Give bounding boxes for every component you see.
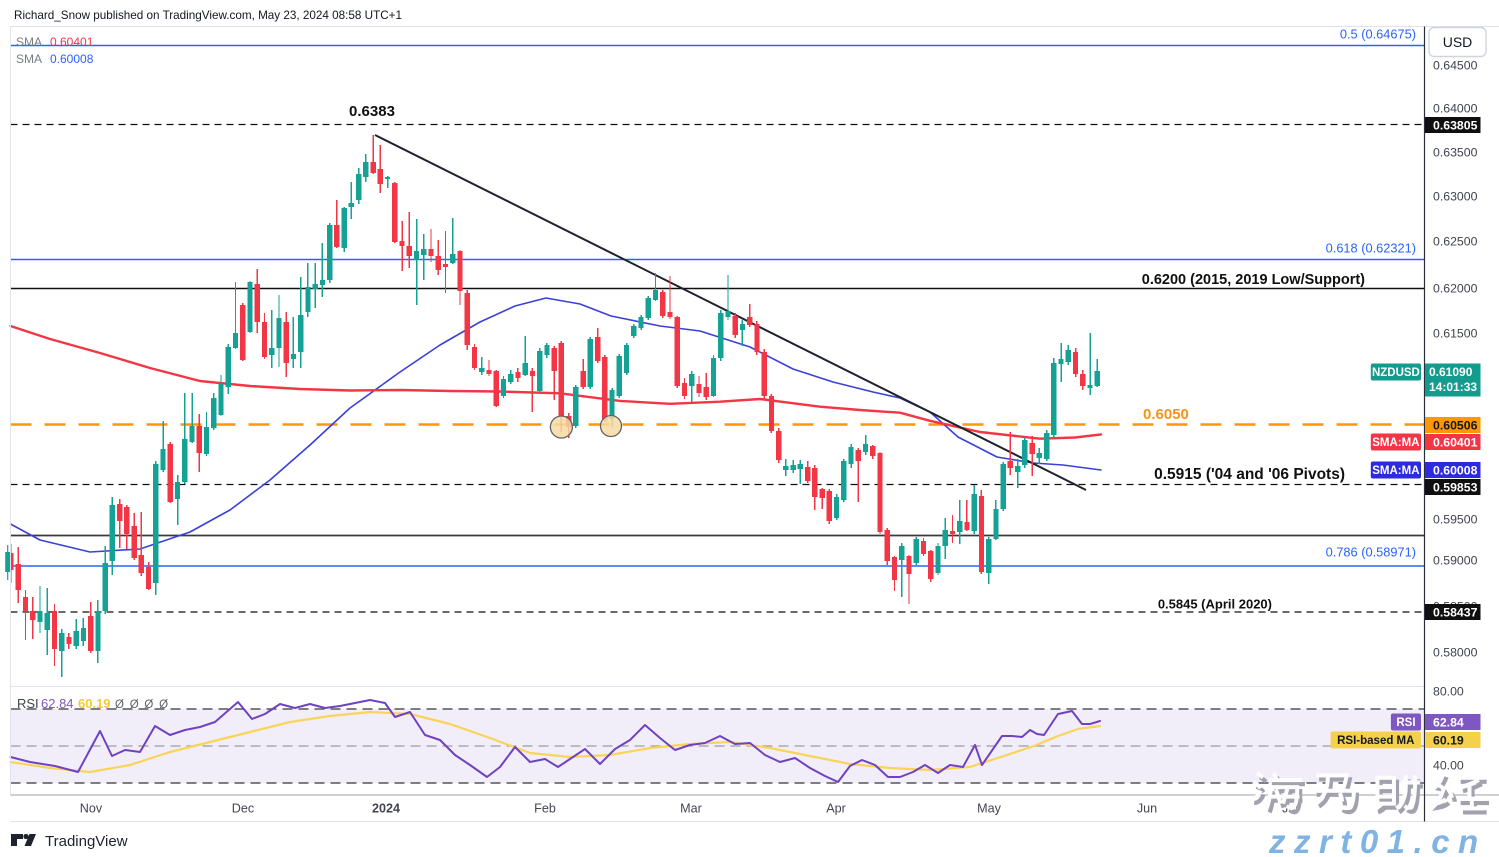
svg-text:80.00: 80.00	[1433, 684, 1464, 698]
svg-text:14:01:33: 14:01:33	[1429, 380, 1477, 394]
svg-text:May: May	[977, 802, 1001, 816]
svg-text:0.60008: 0.60008	[50, 52, 94, 66]
svg-text:60.19: 60.19	[78, 696, 111, 711]
svg-text:Ø: Ø	[130, 699, 139, 711]
svg-text:0.63000: 0.63000	[1433, 189, 1478, 203]
svg-text:SMA: SMA	[16, 52, 42, 66]
svg-text:62.84: 62.84	[1433, 715, 1464, 729]
svg-text:0.61500: 0.61500	[1433, 326, 1478, 340]
svg-text:Mar: Mar	[680, 802, 702, 816]
svg-text:Richard_Snow published on Trad: Richard_Snow published on TradingView.co…	[14, 9, 402, 22]
svg-text:60.19: 60.19	[1433, 733, 1464, 747]
svg-text:0.63500: 0.63500	[1433, 145, 1478, 159]
svg-text:0.618 (0.62321): 0.618 (0.62321)	[1326, 241, 1416, 256]
svg-text:0.59000: 0.59000	[1433, 553, 1478, 567]
svg-text:2024: 2024	[372, 802, 400, 816]
svg-text:NZDUSD: NZDUSD	[1372, 367, 1420, 379]
svg-text:0.63805: 0.63805	[1433, 118, 1478, 132]
svg-text:0.59500: 0.59500	[1433, 512, 1478, 526]
svg-text:0.58437: 0.58437	[1433, 605, 1478, 619]
svg-text:0.62000: 0.62000	[1433, 281, 1478, 295]
svg-text:0.6050: 0.6050	[1143, 406, 1189, 423]
svg-text:Feb: Feb	[534, 802, 556, 816]
svg-text:0.6200 (2015, 2019 Low/Support: 0.6200 (2015, 2019 Low/Support)	[1142, 272, 1365, 288]
svg-text:TradingView: TradingView	[45, 833, 128, 850]
svg-text:0.60401: 0.60401	[50, 35, 94, 49]
svg-text:RSI: RSI	[1396, 717, 1415, 729]
svg-text:SMA: SMA	[16, 35, 42, 49]
svg-text:0.64500: 0.64500	[1433, 58, 1478, 72]
svg-text:0.62500: 0.62500	[1433, 234, 1478, 248]
svg-text:Ø: Ø	[159, 699, 168, 711]
svg-text:Jun: Jun	[1137, 802, 1157, 816]
svg-text:zzrt01.cn: zzrt01.cn	[1268, 823, 1487, 857]
svg-text:Ø: Ø	[115, 699, 124, 711]
svg-text:0.59853: 0.59853	[1433, 480, 1478, 494]
svg-text:SMA:MA: SMA:MA	[1372, 437, 1419, 449]
svg-text:Ø: Ø	[144, 699, 153, 711]
svg-text:RSI-based MA: RSI-based MA	[1337, 735, 1414, 747]
svg-text:0.60506: 0.60506	[1433, 418, 1478, 432]
svg-text:Nov: Nov	[80, 802, 103, 816]
svg-text:Apr: Apr	[826, 802, 846, 816]
svg-text:SMA:MA: SMA:MA	[1372, 465, 1419, 477]
svg-text:0.6383: 0.6383	[349, 103, 395, 120]
svg-text:0.60008: 0.60008	[1433, 463, 1478, 477]
svg-text:0.786 (0.58971): 0.786 (0.58971)	[1326, 545, 1416, 560]
svg-text:USD: USD	[1443, 34, 1473, 50]
svg-text:0.58000: 0.58000	[1433, 645, 1478, 659]
svg-text:0.5845 (April 2020): 0.5845 (April 2020)	[1158, 597, 1272, 612]
svg-text:0.5915 ('04 and '06 Pivots): 0.5915 ('04 and '06 Pivots)	[1154, 466, 1345, 483]
svg-text:0.64000: 0.64000	[1433, 101, 1478, 115]
svg-text:Dec: Dec	[232, 802, 254, 816]
svg-text:40.00: 40.00	[1433, 758, 1464, 772]
svg-text:RSI: RSI	[17, 696, 39, 711]
svg-text:62.84: 62.84	[41, 696, 74, 711]
svg-text:0.5 (0.64675): 0.5 (0.64675)	[1340, 27, 1416, 42]
svg-text:0.60401: 0.60401	[1433, 435, 1478, 449]
svg-text:0.61090: 0.61090	[1429, 365, 1473, 379]
